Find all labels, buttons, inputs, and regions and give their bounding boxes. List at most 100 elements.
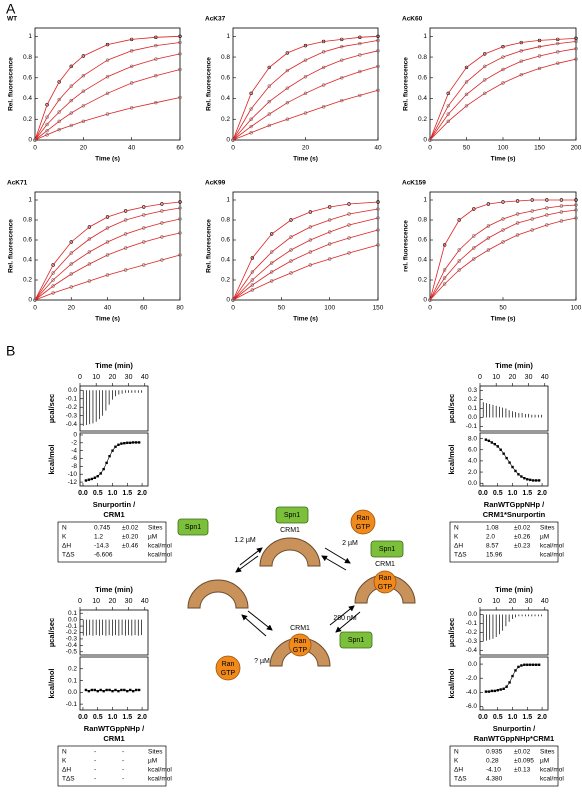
data-point [327,218,332,222]
diagram-label: Ran [357,515,370,522]
x-axis-label: Time (s) [491,156,516,163]
table-cell: - [94,767,96,774]
fit-curve [85,689,140,692]
x-axis-label: CRM1*Snurportin [483,510,546,519]
data-point [483,52,487,56]
y-tick-label: 0.8 [418,217,427,224]
crm1-shape [187,579,249,609]
fit-curve [429,41,577,141]
plot-title: AcK71 [7,180,28,187]
data-point [457,259,461,263]
time-tick-label: 40 [541,598,549,605]
plot-frame [79,609,149,656]
y-tick-label: -6.0 [466,703,478,710]
fit-curve [232,208,379,301]
fit-curve [232,89,379,141]
data-point [231,138,235,142]
time-tick-label: 10 [92,598,100,605]
x-axis-label: CRM1 [103,510,124,519]
data-point [69,285,73,289]
time-tick-label: 20 [508,374,516,381]
data-point [250,256,255,260]
data-point [57,119,61,124]
plot-title: AcK60 [402,16,423,23]
y-tick-label: 2.0 [468,469,477,476]
y-tick-label: -0.2 [466,629,478,636]
data-point [51,278,55,282]
data-point [105,58,110,62]
plot-frame [79,656,149,711]
y-axis-label: kcal/mol [447,668,456,698]
x-tick-label: 50 [463,145,471,152]
arrow [247,610,273,631]
data-point [105,240,110,244]
y-tick-label: -4 [71,447,77,454]
table-cell: N [454,749,459,756]
data-point [327,257,332,261]
data-point [250,270,255,274]
arrow [324,547,351,564]
table-cell: -4.10 [486,767,501,774]
table-cell: ±0.02 [514,749,531,756]
y-tick-label: 0.8 [221,217,230,224]
diagram-label: Ran [294,638,307,645]
y-tick-label: 1 [226,33,230,40]
data-point [81,89,86,93]
fit-curve [232,50,379,141]
arrow [241,614,267,637]
table-frame [449,745,559,787]
data-point [457,268,461,272]
x-tick-label: 20 [68,305,76,312]
x-tick-label: 0.0 [478,490,488,497]
y-tick-label: 0.2 [221,277,230,284]
x-tick-label: 0.5 [493,490,503,497]
x-axis-label: CRM1 [103,734,124,743]
table-cell: Sites [540,525,555,532]
data-point [33,138,37,142]
x-tick-label: 20 [302,145,310,152]
y-tick-label: -0.1 [466,620,478,627]
x-tick-label: 0.5 [93,714,103,721]
data-point [269,232,274,236]
table-cell: kcal/mol [540,552,564,559]
data-point [457,248,461,252]
x-tick-label: 40 [128,145,136,152]
x-axis-label: RanWTGppNHp / [484,500,545,509]
table-cell: K [454,534,459,541]
y-tick-label: -2 [71,440,77,447]
x-tick-label: 0.0 [478,714,488,721]
y-tick-label: 0 [423,137,427,144]
y-tick-label: 0.0 [68,616,77,623]
data-point [376,64,380,69]
y-tick-label: 1 [423,197,427,204]
table-cell: TΔS [62,776,75,783]
data-point [530,228,534,232]
data-point [87,250,92,254]
plot-frame [79,385,149,432]
data-point [285,100,290,105]
x-tick-label: 150 [373,305,384,312]
data-point [285,68,290,73]
y-tick-label: 0.4 [221,257,230,264]
table-cell: µM [148,758,157,765]
x-tick-label: 0.0 [78,714,88,721]
data-point [249,117,253,121]
data-point [45,128,49,133]
table-cell: ±0.13 [514,767,531,774]
data-point [442,268,447,272]
table-cell: N [454,525,459,532]
data-point [51,271,55,275]
table-cell: ±0.26 [514,534,531,541]
time-tick-label: 10 [492,598,500,605]
table-frame [449,521,559,563]
table-cell: kcal/mol [148,552,172,559]
data-point [464,65,469,70]
time-tick-label: 10 [492,374,500,381]
y-tick-label: 0.4 [418,95,427,102]
y-tick-label: 4.0 [468,458,477,465]
data-point [57,110,61,114]
data-point [428,298,432,302]
data-point [303,111,308,115]
diagram-label: 2 µM [342,540,358,547]
y-tick-label: 1 [423,33,427,40]
